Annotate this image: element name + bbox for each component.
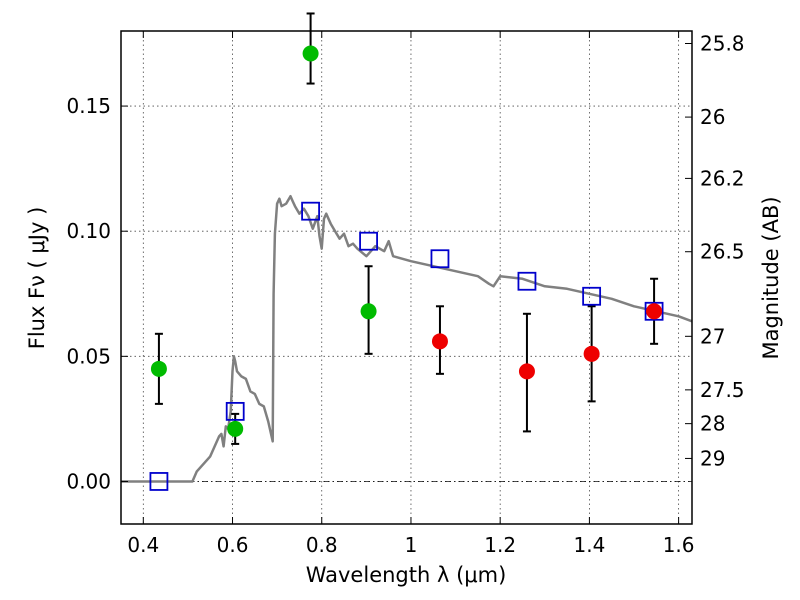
sed-model-line <box>121 194 693 483</box>
model-flux-square <box>301 201 320 221</box>
grid <box>121 31 692 524</box>
x-tick-label: 0.4 <box>127 533 159 557</box>
x-tick-label: 0.6 <box>217 533 249 557</box>
red-flux-point <box>518 363 535 380</box>
right-tick-label: 29 <box>700 446 725 470</box>
model-flux-square <box>359 231 378 251</box>
x-tick-label: 1.4 <box>573 533 605 557</box>
sed-model-curve-group <box>121 194 693 483</box>
model-flux-square <box>149 472 169 491</box>
red-flux-point <box>583 345 600 362</box>
model-flux-square <box>644 301 664 321</box>
right-tick-label: 25.8 <box>700 32 745 56</box>
x-tick-label: 1.6 <box>663 533 695 557</box>
red-flux-point <box>431 333 448 350</box>
y-tick-label: 0.00 <box>66 469 111 493</box>
right-tick-label: 28 <box>700 412 725 436</box>
green-flux-point <box>150 360 167 377</box>
model-flux-square <box>430 249 450 269</box>
data-markers <box>149 45 664 491</box>
right-tick-label: 26.5 <box>700 240 745 264</box>
y-axis-label: Flux Fν ( μJy ) <box>25 207 49 350</box>
right-axis-ticks: 25.8 26 26.2 26.5 27 27.5 28 29 <box>685 32 745 470</box>
right-tick-label: 27.5 <box>700 378 745 402</box>
green-flux-point <box>302 45 319 62</box>
x-tick-label: 0.8 <box>306 533 338 557</box>
right-tick-label: 26.2 <box>700 166 745 190</box>
right-tick-label: 26 <box>700 105 725 129</box>
x-tick-label: 1 <box>405 533 418 557</box>
plot-frame <box>120 30 693 525</box>
y-tick-label: 0.15 <box>66 94 111 118</box>
x-axis-ticks: 0.4 0.6 0.8 1 1.2 1.4 1.6 <box>127 31 695 557</box>
green-flux-point <box>360 303 377 320</box>
x-axis-label: Wavelength λ (μm) <box>306 563 507 587</box>
y-tick-label: 0.05 <box>66 344 111 368</box>
model-flux-square <box>225 401 245 421</box>
red-flux-point <box>646 303 663 320</box>
green-flux-point <box>227 420 244 437</box>
right-axis-label: Magnitude (AB) <box>759 196 783 359</box>
model-flux-square <box>517 271 537 291</box>
y-tick-label: 0.10 <box>66 219 111 243</box>
x-tick-label: 1.2 <box>484 533 516 557</box>
model-flux-square <box>582 286 602 306</box>
right-tick-label: 27 <box>700 324 725 348</box>
error-bars <box>154 12 659 445</box>
y-axis-ticks: 0.00 0.05 0.10 0.15 <box>66 94 128 493</box>
